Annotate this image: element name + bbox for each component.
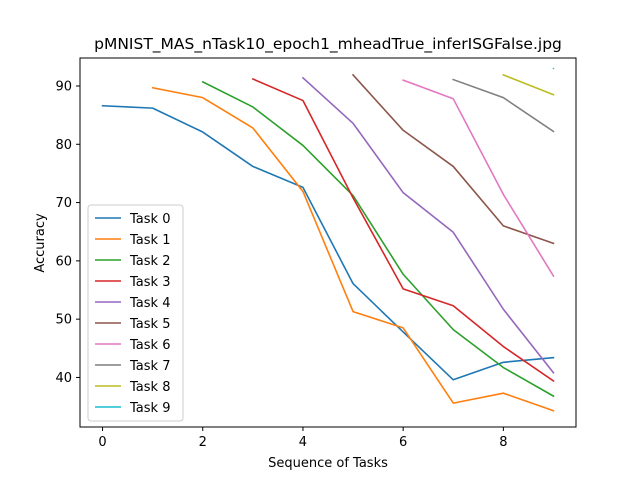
legend-frame bbox=[87, 204, 184, 422]
chart-title: pMNIST_MAS_nTask10_epoch1_mheadTrue_infe… bbox=[94, 35, 562, 54]
y-axis-label: Accuracy bbox=[33, 213, 48, 273]
y-tick-label: 40 bbox=[55, 371, 72, 386]
y-tick-label: 70 bbox=[55, 196, 72, 211]
series-line bbox=[301, 76, 555, 374]
series-lines bbox=[101, 67, 555, 412]
legend-label: Task 8 bbox=[129, 380, 170, 395]
series-line bbox=[151, 86, 555, 412]
series-line bbox=[201, 80, 555, 398]
x-tick-label: 8 bbox=[499, 435, 507, 450]
series-line bbox=[452, 78, 555, 133]
legend-label: Task 6 bbox=[129, 338, 170, 353]
series-line bbox=[502, 73, 555, 96]
y-tick-label: 60 bbox=[55, 254, 72, 269]
plot-frame bbox=[79, 57, 577, 428]
series-line bbox=[101, 104, 555, 381]
legend-label: Task 7 bbox=[129, 359, 170, 374]
y-tick-label: 50 bbox=[55, 313, 72, 328]
series-line bbox=[402, 79, 555, 278]
x-tick-label: 0 bbox=[98, 435, 106, 450]
series-point bbox=[552, 67, 555, 70]
legend-label: Task 4 bbox=[129, 296, 170, 311]
legend: Task 0 Task 1 Task 2 Task 3 Task 4 Task 5 Task… bbox=[87, 204, 184, 422]
legend-label: Task 5 bbox=[129, 317, 170, 332]
x-tick-label: 6 bbox=[399, 435, 407, 450]
x-axis-label: Sequence of Tasks bbox=[268, 456, 388, 471]
legend-label: Task 0 bbox=[129, 212, 170, 227]
legend-label: Task 2 bbox=[129, 254, 170, 269]
x-tick-label: 4 bbox=[299, 435, 307, 450]
y-tick-label: 90 bbox=[55, 79, 72, 94]
x-tick-label: 2 bbox=[199, 435, 207, 450]
legend-label: Task 3 bbox=[129, 275, 170, 290]
legend-label: Task 9 bbox=[129, 401, 170, 416]
series-line bbox=[251, 77, 555, 383]
series-line bbox=[351, 73, 555, 245]
y-tick-label: 80 bbox=[55, 138, 72, 153]
legend-label: Task 1 bbox=[129, 233, 170, 248]
